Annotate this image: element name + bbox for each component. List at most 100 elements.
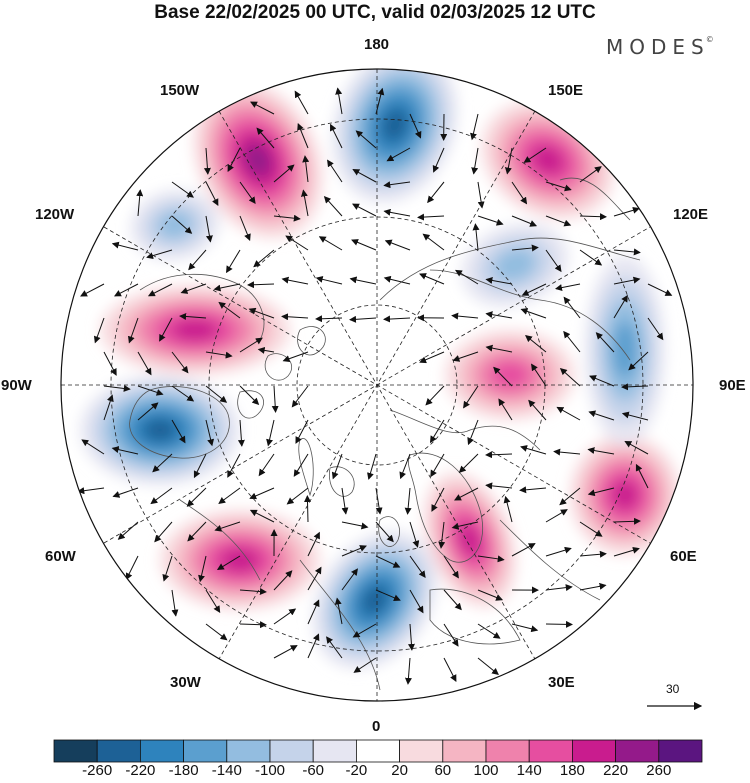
lon-label-0: 0 — [372, 718, 381, 735]
wind-arrow — [443, 555, 459, 579]
wind-arrow — [545, 249, 562, 273]
wind-arrow — [511, 623, 539, 633]
wind-arrow — [216, 555, 241, 571]
wind-arrow — [307, 566, 322, 591]
wind-arrow — [239, 588, 267, 596]
wind-arrow — [239, 215, 251, 242]
wind-arrow — [341, 545, 367, 557]
wind-arrow — [579, 166, 602, 183]
wind-arrow — [300, 189, 309, 217]
negative-anomaly-contour — [157, 211, 193, 239]
colorbar-tick-label: -220 — [125, 762, 156, 779]
colorbar-tick-label: 60 — [434, 762, 452, 779]
wind-arrow — [239, 181, 256, 204]
wind-arrow — [463, 385, 479, 409]
wind-arrow — [383, 275, 411, 285]
wind-arrow — [409, 113, 422, 139]
negative-anomaly-contour — [362, 585, 388, 615]
colorbar-tick-label: 180 — [559, 762, 585, 779]
colorbar-tick-label: 20 — [391, 762, 408, 779]
wind-arrow — [273, 214, 301, 222]
negative-anomaly-contour — [493, 248, 537, 282]
wind-arrow — [282, 351, 309, 363]
wind-arrow — [409, 589, 424, 614]
wind-arrow — [159, 317, 173, 342]
wind-arrow — [613, 517, 641, 525]
wind-arrow — [315, 315, 343, 323]
wind-arrow — [451, 521, 479, 530]
wind-arrow — [579, 213, 607, 221]
wind-arrow — [647, 283, 673, 296]
brand-mark: © — [705, 35, 714, 44]
wind-arrow — [111, 241, 139, 251]
wind-arrow — [352, 203, 377, 217]
wind-arrow — [80, 283, 105, 297]
wind-arrow — [458, 453, 479, 473]
wind-arrow — [247, 281, 275, 289]
wind-arrow — [375, 87, 385, 115]
wind-arrow — [137, 351, 152, 376]
wind-arrow — [136, 189, 144, 217]
wind-arrow — [171, 385, 195, 402]
wind-arrow — [367, 453, 377, 480]
wind-arrow — [341, 487, 349, 515]
wind-arrow — [152, 453, 173, 473]
wind-arrow — [171, 589, 179, 617]
wind-arrow — [154, 521, 173, 543]
wind-arrow — [239, 621, 267, 629]
chart-title: Base 22/02/2025 00 UTC, valid 02/03/2025… — [154, 2, 596, 23]
wind-arrow — [103, 384, 131, 392]
wind-vectors — [77, 87, 673, 685]
wind-arrow — [545, 181, 572, 192]
positive-anomaly-contour — [531, 145, 565, 175]
colorbar-tick-label: -60 — [302, 762, 325, 779]
lon-label-150w: 150W — [160, 82, 200, 99]
wind-arrow — [519, 486, 547, 494]
wind-arrow — [341, 568, 358, 591]
wind-arrow — [103, 351, 117, 376]
modes-logo: MODES© — [606, 35, 714, 59]
wind-arrow — [477, 555, 505, 563]
lon-label-120w: 120W — [35, 206, 75, 223]
wind-arrow — [188, 249, 207, 271]
wind-arrow — [477, 215, 504, 226]
wind-arrow — [647, 317, 664, 341]
wind-arrow — [579, 582, 607, 591]
positive-anomaly-contour — [458, 523, 482, 557]
wind-arrow — [438, 521, 446, 549]
wind-arrow — [443, 657, 457, 682]
wind-arrow — [431, 487, 445, 512]
wind-arrow — [399, 453, 411, 480]
wind-arrow — [589, 375, 615, 387]
wind-arrow — [545, 546, 572, 557]
wind-arrow — [273, 164, 295, 183]
wind-arrow — [485, 277, 513, 285]
positive-anomaly-contour — [244, 143, 272, 177]
wind-arrow — [587, 447, 615, 455]
wind-arrow — [419, 351, 445, 364]
wind-arrow — [205, 419, 215, 447]
wind-arrow — [227, 453, 241, 478]
wind-arrow — [77, 487, 105, 495]
wind-arrow — [334, 597, 343, 625]
wind-arrow — [613, 294, 628, 319]
wind-arrow — [187, 521, 207, 542]
brand-text: MODES — [606, 35, 710, 59]
colorbar-tick-label: -180 — [168, 762, 199, 779]
wind-arrow — [307, 599, 320, 625]
wind-arrow — [226, 249, 241, 274]
wind-arrow — [302, 155, 310, 183]
wind-arrow — [425, 385, 445, 406]
negative-anomaly-contour — [612, 321, 638, 379]
lon-label-60e: 60E — [670, 548, 697, 565]
wind-arrow — [375, 589, 401, 602]
wind-arrow — [559, 367, 581, 387]
wind-arrow — [452, 351, 479, 362]
wind-arrow — [409, 521, 420, 548]
positive-anomaly-contour — [611, 480, 639, 510]
wind-arrow — [218, 301, 241, 319]
wind-arrow — [485, 482, 513, 490]
wind-arrow — [553, 448, 581, 456]
wind-arrow — [545, 215, 572, 227]
wind-arrow — [525, 335, 547, 353]
